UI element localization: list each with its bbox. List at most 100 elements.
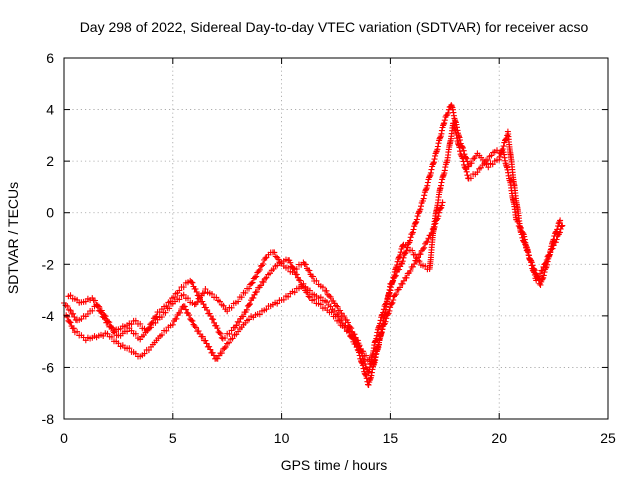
data-point [290, 265, 297, 272]
data-point [203, 340, 210, 347]
data-point [409, 247, 416, 254]
data-point [280, 296, 287, 303]
data-point [416, 258, 423, 265]
data-point [204, 307, 211, 314]
data-point [163, 303, 170, 310]
data-point [202, 337, 209, 344]
data-point [366, 356, 373, 363]
data-point [389, 278, 396, 285]
x-tick-labels: 0 5 10 15 20 25 [60, 430, 616, 446]
data-point [199, 333, 206, 340]
data-point [393, 291, 400, 298]
data-point [549, 239, 556, 246]
data-point [379, 326, 386, 333]
data-point [256, 266, 263, 273]
data-point [176, 296, 183, 303]
data-point [417, 206, 424, 213]
data-point [421, 192, 428, 199]
data-point [386, 307, 393, 314]
data-point [102, 313, 109, 320]
data-point [422, 263, 429, 270]
data-point [247, 301, 253, 308]
data-point [214, 355, 221, 362]
data-point [202, 286, 209, 292]
data-point [356, 349, 362, 356]
data-point [360, 348, 367, 355]
data-point [105, 318, 111, 325]
data-point [246, 316, 252, 323]
data-point [438, 179, 445, 186]
data-point [188, 317, 195, 324]
data-point [356, 342, 363, 349]
data-point [226, 330, 233, 337]
data-point [319, 284, 326, 291]
x-tick-label: 25 [600, 430, 616, 446]
data-point [397, 284, 403, 291]
data-point [341, 324, 348, 331]
data-point [500, 143, 507, 150]
data-point [169, 321, 176, 328]
data-point [176, 287, 183, 294]
data-point [70, 325, 77, 332]
data-point [181, 303, 188, 310]
data-point [275, 256, 282, 263]
data-point [297, 277, 304, 284]
data-point [399, 242, 406, 249]
data-point [222, 335, 228, 341]
data-point [345, 319, 351, 326]
data-point [462, 154, 469, 161]
data-point [431, 223, 438, 230]
data-point [235, 298, 242, 305]
data-point [214, 325, 221, 332]
data-point [191, 323, 198, 329]
data-point [70, 310, 77, 317]
data-point [311, 296, 318, 303]
data-point [148, 320, 155, 327]
x-axis-label: GPS time / hours [281, 457, 388, 473]
x-tick-label: 10 [274, 430, 290, 446]
data-point [557, 217, 564, 224]
data-point [389, 299, 396, 306]
data-point [428, 229, 435, 236]
data-point [209, 291, 215, 297]
data-point [199, 298, 206, 305]
data-point [207, 346, 214, 353]
x-tick-label: 20 [491, 430, 507, 446]
data-point [438, 202, 445, 209]
data-point [432, 220, 439, 227]
data-point [409, 263, 416, 270]
data-point [220, 302, 227, 309]
data-point [293, 271, 300, 278]
data-point [92, 297, 98, 304]
data-point [404, 244, 411, 251]
data-point [128, 321, 135, 328]
data-point [89, 307, 96, 314]
data-point [185, 295, 191, 302]
data-point [363, 352, 369, 359]
y-tick-label: -6 [42, 359, 55, 375]
data-point [485, 164, 492, 171]
data-point [238, 294, 245, 301]
data-point [132, 317, 139, 324]
data-point [274, 262, 281, 269]
data-point [236, 319, 243, 326]
data-point [317, 294, 324, 301]
data-point [467, 175, 474, 182]
data-point [424, 238, 431, 245]
data-point [192, 286, 199, 292]
data-point [197, 331, 203, 337]
data-point [463, 155, 470, 162]
data-point [327, 293, 334, 300]
data-point [141, 350, 148, 357]
data-point [547, 249, 554, 256]
data-point [250, 294, 257, 301]
data-point [445, 110, 452, 117]
data-point [248, 280, 255, 287]
data-point [411, 261, 418, 268]
plot-frame [63, 57, 609, 420]
data-point [391, 273, 398, 280]
data-point [106, 319, 113, 326]
data-point [434, 143, 441, 150]
data-point [435, 213, 442, 220]
data-point [108, 333, 115, 340]
